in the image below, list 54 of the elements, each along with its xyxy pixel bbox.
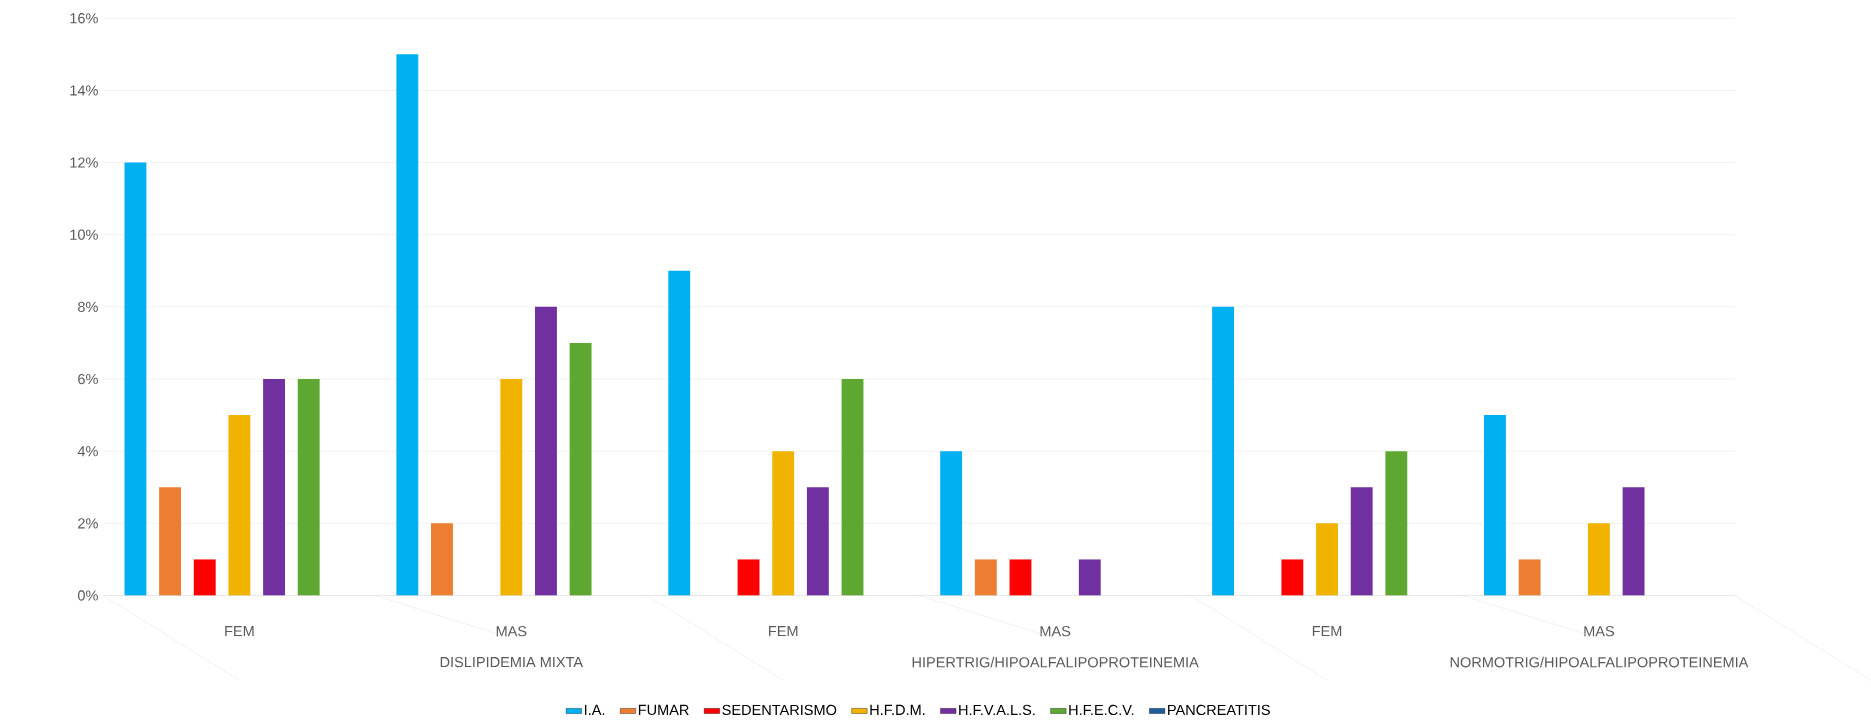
legend-label: H.F.V.A.L.S. — [959, 704, 1035, 716]
y-tick-label: 14% — [70, 85, 98, 96]
bar — [1281, 559, 1304, 596]
y-tick-label: 6% — [78, 373, 98, 385]
bar — [535, 306, 557, 596]
bar — [193, 559, 216, 596]
bar — [806, 487, 829, 596]
bar — [159, 487, 182, 596]
y-tick-label: 0% — [77, 590, 98, 601]
bar — [737, 559, 760, 596]
bar — [1518, 559, 1541, 596]
bar — [1350, 487, 1373, 596]
bar — [1385, 451, 1408, 596]
bar — [1009, 559, 1032, 596]
y-tick-label: 2% — [78, 518, 98, 529]
bar — [263, 379, 285, 596]
bar — [500, 379, 523, 596]
bar — [668, 270, 691, 596]
bar — [1587, 523, 1610, 596]
bar — [974, 559, 997, 596]
x-tick-label: FEM — [225, 626, 254, 637]
bar — [297, 379, 320, 596]
legend-label: SEDENTARISMO — [722, 704, 837, 716]
bar — [841, 379, 864, 596]
bar — [1316, 523, 1338, 596]
bar — [1622, 487, 1645, 596]
x-tick-label: FEM — [769, 626, 798, 637]
y-tick-label: 8% — [78, 301, 98, 313]
text: DISLIPIDEMIA MIXTA — [440, 656, 584, 668]
bar — [431, 523, 453, 596]
y-tick-label: 10% — [70, 229, 98, 240]
bar — [1484, 415, 1506, 596]
bar — [1212, 306, 1235, 596]
y-tick-label: 16% — [70, 13, 98, 24]
legend-label: I.A. — [584, 704, 605, 715]
legend-label: PANCREATITIS — [1168, 704, 1270, 716]
x-tick-label: FEM — [1312, 626, 1342, 637]
text: HIPERTRIG/HIPOALFALIPOPROTEINEMIA — [912, 656, 1199, 668]
bar — [124, 162, 147, 596]
bar — [1078, 559, 1101, 596]
legend-label: FUMAR — [638, 704, 689, 716]
x-tick-label: MAS — [1584, 626, 1615, 637]
y-tick-label: 4% — [77, 446, 98, 457]
bar — [228, 415, 251, 596]
x-tick-label: MAS — [1040, 626, 1071, 637]
bar — [569, 342, 592, 596]
x-tick-label: MAS — [496, 626, 527, 637]
bar — [396, 54, 419, 596]
legend-label: H.F.D.M. — [870, 704, 925, 715]
y-tick-label: 12% — [70, 157, 98, 168]
legend-label: H.F.E.C.V. — [1069, 704, 1134, 716]
text: NORMOTRIG/HIPOALFALIPOPROTEINEMIA — [1450, 656, 1749, 668]
bar — [772, 451, 795, 596]
bar — [940, 451, 963, 596]
